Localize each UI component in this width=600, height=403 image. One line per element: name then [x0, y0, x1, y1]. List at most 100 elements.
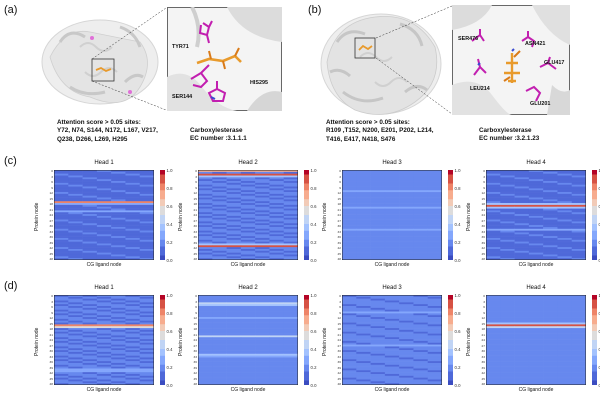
heatmap-cell	[543, 225, 558, 227]
heatmap-cell	[284, 328, 298, 330]
heatmap-cell	[543, 319, 558, 321]
heatmap-cell	[428, 238, 442, 240]
heatmap-cell	[557, 343, 572, 345]
heatmap-cell	[500, 176, 515, 178]
heatmap-cell	[227, 324, 242, 326]
heatmap-cell	[529, 247, 544, 249]
heatmap-cell	[515, 299, 530, 301]
heatmap-cell	[385, 174, 400, 176]
ec-number: EC number :3.1.1.1	[190, 135, 247, 143]
heatmap-cell	[284, 240, 298, 242]
heatmap-cell	[269, 299, 284, 301]
heatmap-cell	[241, 254, 256, 256]
heatmap-cell	[572, 203, 586, 205]
heatmap-cell	[255, 234, 270, 236]
heatmap-cell	[371, 319, 386, 321]
heatmap-cell	[111, 207, 126, 209]
heatmap-cell	[54, 225, 69, 227]
heatmap-cell	[269, 209, 284, 211]
heatmap-cell	[572, 227, 586, 229]
heatmap-cell	[241, 256, 256, 258]
heatmap-cell	[241, 337, 256, 339]
heatmap-cell	[371, 236, 386, 238]
heatmap-cell	[140, 317, 154, 319]
heatmap-cell	[342, 183, 357, 185]
y-tick-label: 39	[469, 366, 485, 370]
heatmap-cell	[125, 181, 140, 183]
heatmap-cell	[68, 308, 83, 310]
heatmap-cell	[428, 317, 442, 319]
heatmap-cell	[557, 253, 572, 255]
heatmap-cell	[140, 356, 154, 358]
heatmap-cell	[543, 341, 558, 343]
heatmap-cell	[413, 306, 428, 308]
heatmap-plot	[54, 295, 154, 385]
heatmap-cell	[83, 343, 98, 345]
heatmap-cell	[83, 335, 98, 337]
heatmap-cell	[557, 212, 572, 214]
heatmap-cell	[111, 179, 126, 181]
heatmap-cell	[486, 310, 501, 312]
heatmap-cell	[428, 352, 442, 354]
heatmap-cell	[241, 308, 256, 310]
heatmap-cell	[515, 354, 530, 356]
x-axis-label: CG ligand node	[342, 262, 442, 268]
heatmap-cell	[500, 240, 515, 242]
heatmap-cell	[269, 321, 284, 323]
heatmap-cell	[97, 238, 112, 240]
heatmap-cell	[529, 343, 544, 345]
heatmap-cell	[269, 216, 284, 218]
heatmap-cell	[198, 330, 213, 332]
heatmap-cell	[284, 223, 298, 225]
heatmap-cell	[68, 357, 83, 359]
heatmap-cell	[342, 243, 357, 245]
heatmap-cell	[198, 361, 213, 363]
heatmap-cell	[227, 334, 242, 336]
heatmap-cell	[371, 337, 386, 339]
heatmap-cell	[356, 221, 371, 223]
heatmap-cell	[515, 209, 530, 211]
heatmap-cell	[111, 306, 126, 308]
heatmap-cell	[97, 221, 112, 223]
heatmap-cell	[572, 192, 586, 194]
heatmap-cell	[212, 310, 227, 312]
heatmap-cell	[515, 256, 530, 258]
heatmap-cell	[557, 306, 572, 308]
y-tick-label: 0	[181, 294, 197, 298]
colorbar-tick: 0.4	[167, 222, 173, 227]
heatmap-cell	[371, 372, 386, 374]
heatmap-cell	[428, 245, 442, 247]
heatmap-cell	[371, 254, 386, 256]
heatmap-cell	[111, 225, 126, 227]
x-axis-label: CG ligand node	[486, 262, 586, 268]
heatmap-cell	[140, 368, 154, 370]
heatmap-cell	[529, 378, 544, 380]
heatmap-cell	[486, 381, 501, 383]
heatmap-cell	[54, 339, 69, 341]
heatmap-cell	[111, 176, 126, 178]
heatmap-cell	[543, 181, 558, 183]
heatmap-cell	[97, 315, 112, 317]
heatmap-cell	[83, 312, 98, 314]
heatmap-cell	[241, 368, 256, 370]
heatmap-cell	[428, 247, 442, 249]
heatmap-cell	[385, 203, 400, 205]
heatmap-cell	[111, 297, 126, 299]
heatmap-cell	[500, 312, 515, 314]
heatmap-cell	[111, 212, 126, 214]
heatmap-cell	[572, 337, 586, 339]
heatmap-cell	[500, 227, 515, 229]
heatmap-cell	[140, 319, 154, 321]
colorbar	[592, 170, 597, 260]
heatmap-cell	[413, 304, 428, 306]
heatmap-cell	[413, 253, 428, 255]
heatmap-cell	[385, 210, 400, 212]
heatmap-cell	[54, 183, 69, 185]
heatmap-cell	[529, 323, 544, 325]
heatmap-cell	[486, 308, 501, 310]
heatmap-cell	[68, 176, 83, 178]
heatmap-cell	[356, 243, 371, 245]
heatmap-cell	[212, 212, 227, 214]
heatmap-cell	[557, 310, 572, 312]
heatmap-cell	[529, 190, 544, 192]
